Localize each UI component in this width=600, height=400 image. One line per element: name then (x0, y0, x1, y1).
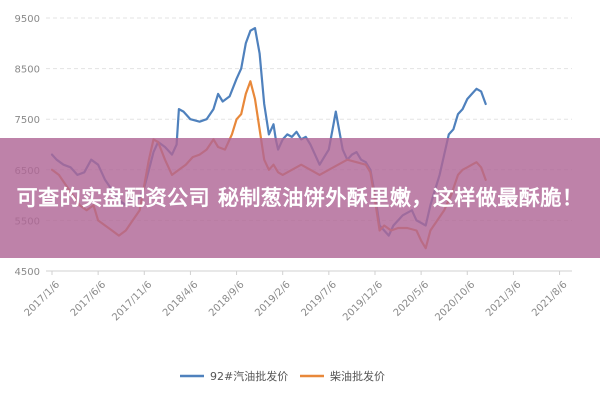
legend-label-0: 92#汽油批发价 (210, 369, 288, 383)
y-tick-label: 4500 (15, 267, 40, 278)
x-tick-label: 2018/4/6 (161, 279, 201, 319)
x-tick-label: 2019/2/6 (253, 279, 293, 319)
x-tick-label: 2017/11/6 (110, 279, 154, 323)
x-tick-label: 2019/7/6 (299, 279, 339, 319)
x-tick-label: 2018/9/6 (207, 279, 247, 319)
x-tick-label: 2017/6/6 (69, 279, 109, 319)
legend-label-1: 柴油批发价 (330, 369, 385, 383)
x-tick-label: 2021/3/6 (484, 279, 524, 319)
x-tick-label: 2021/8/6 (530, 279, 570, 319)
y-tick-label: 7500 (15, 115, 40, 126)
y-tick-label: 9500 (15, 14, 40, 25)
x-tick-label: 2020/5/6 (392, 279, 432, 319)
x-axis-ticks: 2017/1/6 2017/6/6 2017/11/6 2018/4/6 2018/9/… (23, 271, 570, 323)
x-tick-label: 2019/12/6 (341, 279, 385, 323)
legend: 92#汽油批发价 柴油批发价 (180, 369, 385, 383)
x-tick-label: 2020/10/6 (433, 279, 477, 323)
banner-headline: 可查的实盘配资公司 秘制葱油饼外酥里嫩，这样做最酥脆！ (16, 186, 584, 210)
x-tick-label: 2017/1/6 (23, 279, 63, 319)
y-tick-label: 8500 (15, 65, 40, 76)
overlay-banner: 可查的实盘配资公司 秘制葱油饼外酥里嫩，这样做最酥脆！ (0, 138, 600, 258)
